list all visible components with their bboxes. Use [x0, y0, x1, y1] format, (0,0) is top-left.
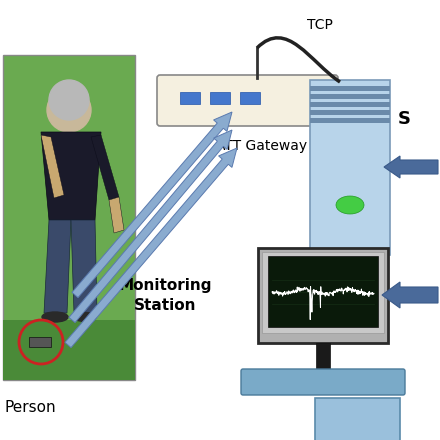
FancyBboxPatch shape [157, 75, 338, 126]
Polygon shape [72, 112, 232, 297]
Bar [268, 256, 378, 327]
Bar [258, 248, 388, 343]
Polygon shape [41, 135, 64, 198]
FancyArrow shape [382, 282, 438, 308]
Bar [262, 252, 384, 333]
Polygon shape [41, 132, 101, 220]
FancyBboxPatch shape [241, 369, 405, 395]
Polygon shape [109, 197, 124, 233]
Polygon shape [91, 135, 119, 200]
Polygon shape [69, 130, 232, 323]
Text: TCP: TCP [307, 18, 333, 32]
Ellipse shape [74, 312, 96, 322]
Polygon shape [44, 220, 71, 313]
Bar [315, 398, 400, 440]
Bar [310, 102, 390, 107]
Ellipse shape [42, 312, 68, 322]
Polygon shape [65, 148, 237, 348]
Bar [29, 337, 51, 347]
Bar [180, 92, 200, 104]
Bar [310, 118, 390, 123]
Bar [3, 55, 135, 380]
FancyArrow shape [384, 156, 438, 178]
Text: Monitoring
Station: Monitoring Station [118, 278, 212, 313]
Bar [316, 343, 330, 371]
Bar [310, 80, 390, 255]
Ellipse shape [336, 196, 364, 214]
Bar [310, 86, 390, 91]
Text: Person: Person [5, 400, 57, 415]
Bar [3, 320, 135, 380]
Text: S: S [398, 110, 411, 128]
Bar [310, 94, 390, 99]
Circle shape [49, 80, 89, 120]
Bar [240, 92, 260, 104]
Polygon shape [71, 220, 97, 313]
Bar [210, 92, 230, 104]
Text: ATT Gateway: ATT Gateway [216, 139, 308, 153]
Bar [310, 110, 390, 115]
Circle shape [47, 88, 91, 132]
